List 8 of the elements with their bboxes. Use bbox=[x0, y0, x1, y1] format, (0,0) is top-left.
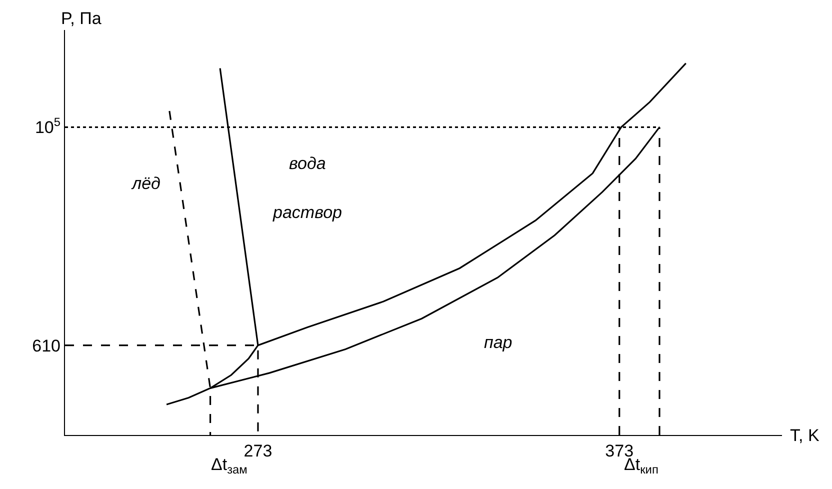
annotation: пар bbox=[484, 333, 512, 352]
annotation: вода bbox=[289, 154, 326, 173]
y-tick-label: 10$^{5}$ bbox=[34, 115, 61, 138]
y-tick-label: 610 bbox=[32, 336, 60, 356]
annotation: лёд bbox=[131, 174, 160, 193]
annotation: раствор bbox=[272, 203, 342, 222]
y-axis-title: P, Па bbox=[61, 9, 102, 28]
x-axis-title: T, K bbox=[790, 426, 820, 445]
